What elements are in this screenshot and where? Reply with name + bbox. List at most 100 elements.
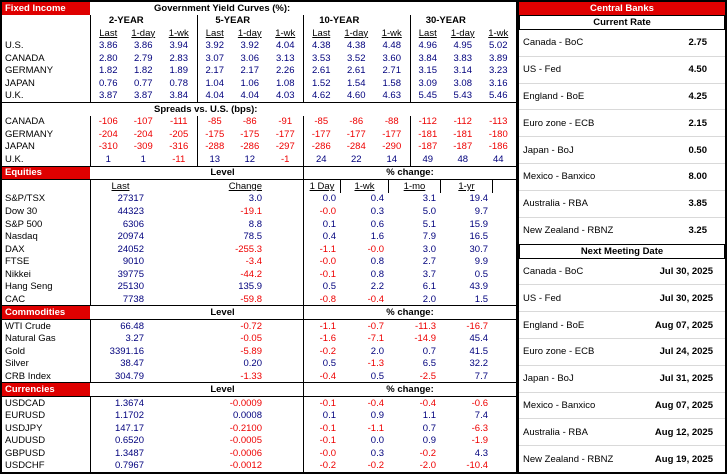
yield-row-value: 0.78 [169, 77, 189, 89]
commodity-pct-value: -0.2 [303, 344, 340, 358]
currencies-pct-change-label: % change: [303, 383, 516, 396]
commodity-label: Gold [5, 345, 26, 357]
equity-pct-value: 2.2 [370, 281, 384, 293]
yield-subheader: 1-wk [488, 27, 509, 39]
spread-row-value: -1 [281, 153, 290, 165]
equity-pct-value: -0.1 [303, 267, 340, 281]
equity-spacer [268, 268, 303, 281]
spread-row-value: 49 [409, 153, 446, 166]
spread-row-value: -113 [489, 116, 508, 128]
equity-pct-value: -0.8 [303, 292, 340, 306]
equity-pct-value: 3.7 [422, 268, 436, 280]
commodity-pct-value: 45.4 [469, 333, 489, 345]
bank-label: Canada - BoC [523, 37, 584, 49]
current-rate-row: Mexico - Banxico 8.00 [519, 164, 725, 191]
equity-pct-value: 0.4 [303, 230, 340, 243]
yield-row: GERMANY 1.82 1.82 1.89 2.17 2.17 2.26 2.61 2.61 2… [2, 64, 516, 78]
yield-row: JAPAN 0.76 0.77 0.78 1.04 1.06 1.08 1.52 1.54 1.5… [2, 77, 516, 90]
spread-row: GERMANY -204 -204 -205 -175 -175 -177 -177 -177-… [2, 128, 516, 141]
currency-pct-value: -10.4 [466, 460, 488, 472]
current-rate-row: Japan - BoJ 0.50 [519, 137, 725, 165]
currency-pct-value: -1.9 [471, 435, 488, 447]
commodity-pct-value: 0.7 [422, 345, 436, 357]
central-banks-header: Central Banks [519, 2, 725, 15]
currencies-level-label: Level [210, 384, 235, 396]
equity-pct-value: 0.5 [474, 268, 488, 280]
commodity-pct-value: -0.4 [303, 369, 340, 383]
spread-row-value: -187 [409, 140, 446, 154]
currency-spacer [492, 460, 516, 472]
bank-value: Aug 19, 2025 [654, 453, 713, 465]
equity-spacer [492, 280, 516, 293]
currency-pct-value: -2.0 [419, 460, 436, 472]
equity-row: CAC 7738 -59.8 -0.8 -0.4 2.0 1.5 [2, 292, 516, 306]
equity-spacer [492, 243, 516, 256]
equity-spacer [268, 255, 303, 268]
yield-subheader: Last [90, 27, 126, 40]
currency-pct-value: 0.3 [370, 447, 384, 459]
yield-row: U.K. 3.87 3.87 3.84 4.04 4.04 4.03 4.62 4.60 4.63… [2, 89, 516, 103]
yield-subheader-spacer [2, 27, 90, 40]
yield-subheader: Last [409, 27, 446, 40]
currency-pct-value: -0.1 [303, 422, 340, 435]
yield-row-value: 3.83 [453, 52, 473, 64]
commodity-change: -0.05 [240, 333, 262, 345]
bank-value: Aug 07, 2025 [654, 399, 713, 411]
yield-row-value: 2.71 [382, 65, 402, 77]
yield-row-value: 3.92 [196, 39, 233, 53]
currency-change: -0.0009 [229, 397, 262, 409]
equities-pct-change-label: % change: [303, 166, 516, 180]
equity-pct-value: 1.6 [370, 231, 384, 243]
bank-label: New Zealand - RBNZ [523, 225, 614, 237]
spread-row: JAPAN -310 -309 -316 -288 -286 -297 -286 -284 -29… [2, 140, 516, 154]
spread-row-value: 44 [492, 153, 504, 165]
yield-row-value: 3.14 [453, 65, 473, 77]
spread-row-value: -177 [303, 128, 339, 141]
currency-row: USDCHF 0.7967 -0.0012 -0.2 -0.2 -2.0 -10.4 [2, 459, 516, 472]
spread-row-value: -88 [384, 116, 399, 128]
subheader-change: Change [228, 180, 262, 192]
yield-row-value: 4.04 [196, 89, 233, 103]
commodity-pct-value: -16.7 [466, 320, 488, 332]
subheader-1day: 1 Day [303, 180, 340, 193]
commodity-change: 0.20 [243, 358, 263, 370]
next-meeting-row: England - BoE Aug 07, 2025 [519, 312, 725, 339]
currency-last: 1.3487 [90, 447, 150, 460]
equity-pct-value: 0.8 [370, 256, 384, 268]
commodity-pct-value: 6.5 [422, 358, 436, 370]
currency-pct-value: 0.7 [422, 422, 436, 434]
equity-change: -44.2 [240, 268, 262, 280]
yield-row-value: 2.61 [347, 65, 366, 77]
equity-pct-value: -0.4 [367, 293, 384, 305]
commodity-pct-value: 0.5 [303, 357, 340, 370]
equity-pct-value: 30.7 [469, 243, 489, 255]
equities-subheader-row: Last Change 1 Day 1-wk 1-mo 1-yr [2, 180, 516, 193]
equity-label: FTSE [5, 256, 30, 268]
equity-pct-value: -1.1 [303, 242, 340, 256]
spreads-title: Spreads vs. U.S. (bps): [154, 103, 258, 115]
yield-subheader: 1-day [131, 27, 156, 39]
currency-pct-value: -0.2 [303, 459, 340, 472]
equity-spacer [268, 218, 303, 231]
equity-spacer [268, 205, 303, 218]
spread-row-value: 1 [90, 153, 126, 166]
equity-pct-value: 7.9 [422, 231, 436, 243]
commodity-pct-value: -1.3 [367, 358, 384, 370]
equity-pct-value: 16.5 [469, 231, 489, 243]
currency-last: 0.7967 [90, 459, 150, 472]
bank-value: 3.85 [688, 198, 708, 210]
yield-row-value: 3.87 [90, 89, 126, 103]
yield-row-value: 4.95 [453, 40, 473, 52]
equity-pct-value: 9.9 [474, 256, 488, 268]
equity-label: S&P 500 [5, 218, 43, 230]
bank-label: England - BoE [523, 91, 585, 103]
equity-change: 8.8 [248, 218, 262, 230]
next-meeting-row: Mexico - Banxico Aug 07, 2025 [519, 393, 725, 420]
spread-row-value: 22 [350, 153, 362, 165]
spread-row-value: -286 [240, 141, 260, 153]
equity-last: 6306 [90, 217, 150, 231]
commodity-row: CRB Index 304.79 -1.33 -0.4 0.5 -2.5 7.7 [2, 369, 516, 383]
equity-change: 78.5 [243, 231, 263, 243]
spread-row-value: -86 [349, 116, 364, 128]
current-rate-row: England - BoE 4.25 [519, 84, 725, 111]
